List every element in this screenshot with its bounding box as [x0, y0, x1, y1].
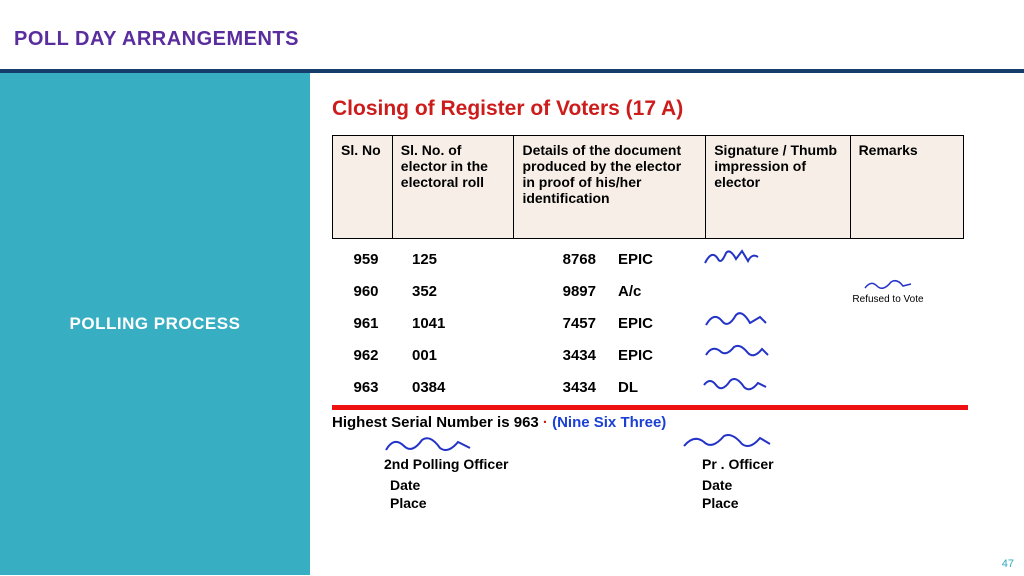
cell-docnum: 3434 — [508, 379, 608, 396]
cell-eroll: 0384 — [390, 379, 508, 396]
table-rows: 959 125 8768 EPIC 960 352 9897 A/c Refus… — [332, 243, 994, 403]
cell-signature — [678, 245, 828, 273]
table-row: 961 1041 7457 EPIC — [332, 307, 994, 339]
col-remarks: Remarks — [850, 136, 963, 239]
highest-serial-line: Highest Serial Number is 963 · (Nine Six… — [332, 414, 994, 431]
cell-slno: 962 — [332, 347, 390, 364]
place-label: Place — [390, 494, 427, 512]
signature-icon — [702, 341, 772, 365]
hs-prefix: Highest Serial Number is 963 — [332, 414, 539, 431]
cell-slno: 959 — [332, 251, 390, 268]
cell-docnum: 3434 — [508, 347, 608, 364]
cell-docnum: 7457 — [508, 315, 608, 332]
date-place-left: Date Place — [390, 476, 427, 512]
cell-docnum: 8768 — [508, 251, 608, 268]
page-number: 47 — [1002, 558, 1014, 570]
table-row: 959 125 8768 EPIC — [332, 243, 994, 275]
table-row: 962 001 3434 EPIC — [332, 339, 994, 371]
signature-icon — [702, 309, 772, 333]
cell-eroll: 001 — [390, 347, 508, 364]
cell-slno: 963 — [332, 379, 390, 396]
cell-docnum: 9897 — [508, 283, 608, 300]
cell-remark: Refused to Vote — [828, 278, 948, 305]
page-header: POLL DAY ARRANGEMENTS — [0, 0, 1024, 61]
hs-words: (Nine Six Three) — [552, 414, 666, 431]
cell-eroll: 352 — [390, 283, 508, 300]
place-label: Place — [702, 494, 739, 512]
content-wrap: POLLING PROCESS Closing of Register of V… — [0, 73, 1024, 575]
signature-icon — [863, 278, 913, 292]
sidebar-label: POLLING PROCESS — [70, 314, 241, 334]
signature-icon — [384, 434, 474, 456]
red-divider — [332, 405, 968, 410]
role-presiding-officer: Pr . Officer — [702, 456, 774, 472]
section-title: Closing of Register of Voters (17 A) — [332, 97, 994, 121]
date-label: Date — [390, 476, 427, 494]
col-signature: Signature / Thumb impression of elector — [706, 136, 850, 239]
col-elector-roll: Sl. No. of elector in the electoral roll — [392, 136, 514, 239]
header-title: POLL DAY ARRANGEMENTS — [14, 28, 1024, 51]
cell-doctype: EPIC — [608, 347, 678, 364]
table-row: 960 352 9897 A/c Refused to Vote — [332, 275, 994, 307]
cell-signature — [678, 373, 828, 401]
col-slno: Sl. No — [333, 136, 393, 239]
cell-doctype: A/c — [608, 283, 678, 300]
footer-area: Highest Serial Number is 963 · (Nine Six… — [332, 414, 994, 524]
cell-eroll: 125 — [390, 251, 508, 268]
sidebar: POLLING PROCESS — [0, 73, 310, 575]
signature-icon — [682, 432, 772, 454]
table-row: 963 0384 3434 DL — [332, 371, 994, 403]
cell-signature — [678, 341, 828, 369]
date-label: Date — [702, 476, 739, 494]
cell-eroll: 1041 — [390, 315, 508, 332]
cell-signature — [678, 309, 828, 337]
col-document: Details of the document produced by the … — [514, 136, 706, 239]
remark-text: Refused to Vote — [852, 294, 923, 305]
register-table: Sl. No Sl. No. of elector in the elector… — [332, 135, 964, 239]
cell-doctype: EPIC — [608, 251, 678, 268]
signature-officer2 — [682, 432, 772, 459]
cell-doctype: EPIC — [608, 315, 678, 332]
main-area: Closing of Register of Voters (17 A) Sl.… — [310, 73, 1024, 575]
cell-doctype: DL — [608, 379, 678, 396]
signature-icon — [702, 373, 772, 397]
cell-slno: 961 — [332, 315, 390, 332]
date-place-right: Date Place — [702, 476, 739, 512]
signature-icon — [702, 245, 772, 269]
role-polling-officer: 2nd Polling Officer — [384, 456, 508, 472]
cell-slno: 960 — [332, 283, 390, 300]
red-dot-icon: · — [543, 414, 552, 431]
